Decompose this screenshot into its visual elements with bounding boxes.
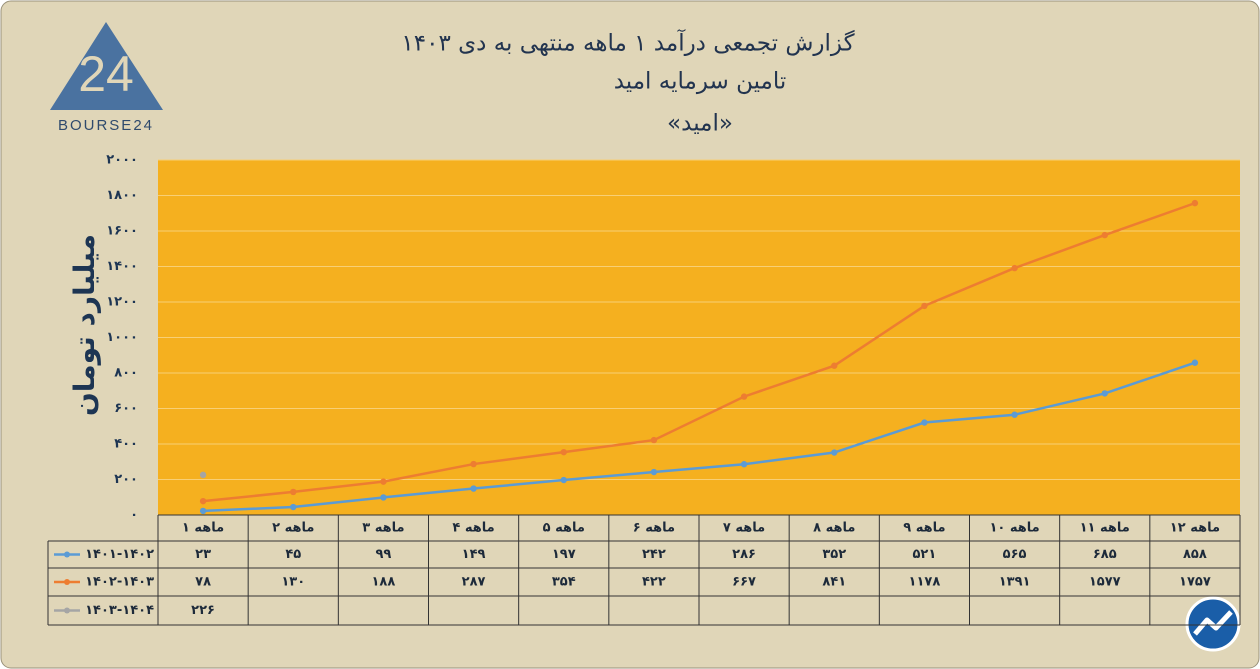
- point: [380, 494, 387, 501]
- point: [199, 497, 207, 505]
- data-label: ۵۲۱: [913, 547, 937, 562]
- point: [740, 393, 748, 400]
- data-label: ۸۴۱: [822, 575, 846, 590]
- data-label: ۱۳۰: [281, 575, 305, 590]
- point: [650, 436, 658, 444]
- legend-label: ۱۴۰۳-۱۴۰۴: [85, 603, 154, 618]
- data-label: ۴۲۲: [642, 575, 666, 590]
- point: [380, 478, 387, 485]
- x-tick-label: ۱۱ ماهه: [1080, 521, 1130, 536]
- data-label: ۴۵: [285, 547, 301, 562]
- legend-marker: [64, 551, 70, 558]
- chart-subtitle: «امید»: [667, 111, 733, 137]
- data-label: ۱۱۷۸: [909, 575, 941, 590]
- x-tick-label: ۹ ماهه: [903, 521, 945, 536]
- series-line: [203, 361, 1196, 513]
- legend-marker: [64, 579, 70, 585]
- logo-triangle: [50, 22, 163, 110]
- logo: 24 BOURSE24: [50, 22, 163, 134]
- data-label: ۲۳: [195, 547, 211, 562]
- data-label: ۱۴۹: [462, 547, 486, 562]
- x-tick-label: ۲ ماهه: [272, 521, 314, 536]
- point: [290, 488, 297, 496]
- data-label: ۲۸۶: [732, 547, 756, 562]
- data-label: ۱۹۷: [552, 547, 576, 562]
- point: [1191, 359, 1199, 366]
- point: [921, 419, 928, 426]
- corner-icon: [1185, 596, 1241, 652]
- legend-label: ۱۴۰۲-۱۴۰۳: [85, 575, 154, 590]
- icon-arrow: [1193, 610, 1233, 636]
- y-axis-label: میلیارد تومان: [68, 234, 101, 416]
- y-tick-label: ۱۴۰۰: [106, 259, 138, 274]
- point: [290, 503, 297, 511]
- data-label: ۲۲۶: [191, 603, 215, 618]
- point: [560, 448, 567, 456]
- data-label: ۷۸: [195, 575, 211, 590]
- y-tick-label: ۱۶۰۰: [106, 224, 138, 239]
- data-label: ۲۸۷: [462, 575, 486, 590]
- x-tick-label: ۱۲ ماهه: [1170, 521, 1220, 536]
- x-tick-label: ۶ ماهه: [633, 521, 675, 536]
- point: [1101, 390, 1108, 397]
- data-label: ۸۵۸: [1183, 547, 1207, 562]
- data-label: ۳۵۲: [822, 547, 846, 562]
- data-label: ۶۶۷: [732, 575, 756, 590]
- x-tick-label: ۱۰ ماهه: [989, 521, 1039, 536]
- data-label: ۲۴۲: [642, 547, 666, 562]
- point: [560, 476, 567, 484]
- point: [470, 485, 477, 492]
- legend-marker: [64, 607, 70, 614]
- data-label: ۹۹: [375, 547, 391, 562]
- y-tick-label: ۱۲۰۰: [106, 295, 138, 310]
- data-label: ۱۷۵۷: [1179, 575, 1211, 590]
- x-tick-label: ۵ ماهه: [543, 521, 585, 536]
- point: [199, 507, 207, 515]
- point: [650, 468, 658, 476]
- y-tick-label: ۸۰۰: [114, 366, 138, 381]
- data-label: ۳۵۴: [552, 575, 576, 590]
- data-label: ۱۵۷۷: [1089, 575, 1121, 590]
- point: [1101, 231, 1108, 239]
- y-tick-label: ۴۰۰: [114, 437, 138, 452]
- point: [921, 302, 928, 310]
- point: [199, 471, 207, 479]
- x-tick-label: ۱ ماهه: [182, 521, 224, 536]
- x-tick-label: ۴ ماهه: [452, 521, 494, 536]
- x-tick-label: ۸ ماهه: [813, 521, 855, 536]
- point: [740, 461, 748, 468]
- data-label: ۵۶۵: [1003, 547, 1027, 562]
- point: [831, 362, 838, 369]
- x-tick-label: ۷ ماهه: [723, 521, 765, 536]
- y-tick-label: ۲۰۰: [114, 472, 138, 487]
- point: [1191, 199, 1199, 207]
- data-label: ۱۳۹۱: [999, 575, 1031, 590]
- y-tick-label: ۰: [130, 508, 138, 523]
- y-tick-label: ۲۰۰۰: [106, 153, 138, 168]
- logo-text: BOURSE24: [58, 117, 154, 134]
- y-tick-label: ۱۰۰۰: [106, 330, 138, 345]
- point: [1011, 264, 1018, 272]
- data-label: ۶۸۵: [1093, 547, 1117, 562]
- point: [470, 460, 477, 468]
- legend-label: ۱۴۰۱-۱۴۰۲: [85, 547, 154, 562]
- point: [831, 449, 838, 456]
- x-tick-label: ۳ ماهه: [362, 521, 404, 536]
- y-tick-label: ۱۸۰۰: [106, 188, 138, 203]
- data-label: ۱۸۸: [372, 575, 396, 590]
- logo-mark: 24: [78, 46, 134, 102]
- chart-subtitle: تامین سرمایه امید: [614, 69, 787, 95]
- point: [1011, 411, 1018, 418]
- series-line: [202, 201, 1196, 503]
- chart-title: گزارش تجمعی درآمد ۱ ماهه منتهی به دی ۱۴۰…: [401, 29, 854, 57]
- y-tick-label: ۶۰۰: [114, 401, 138, 416]
